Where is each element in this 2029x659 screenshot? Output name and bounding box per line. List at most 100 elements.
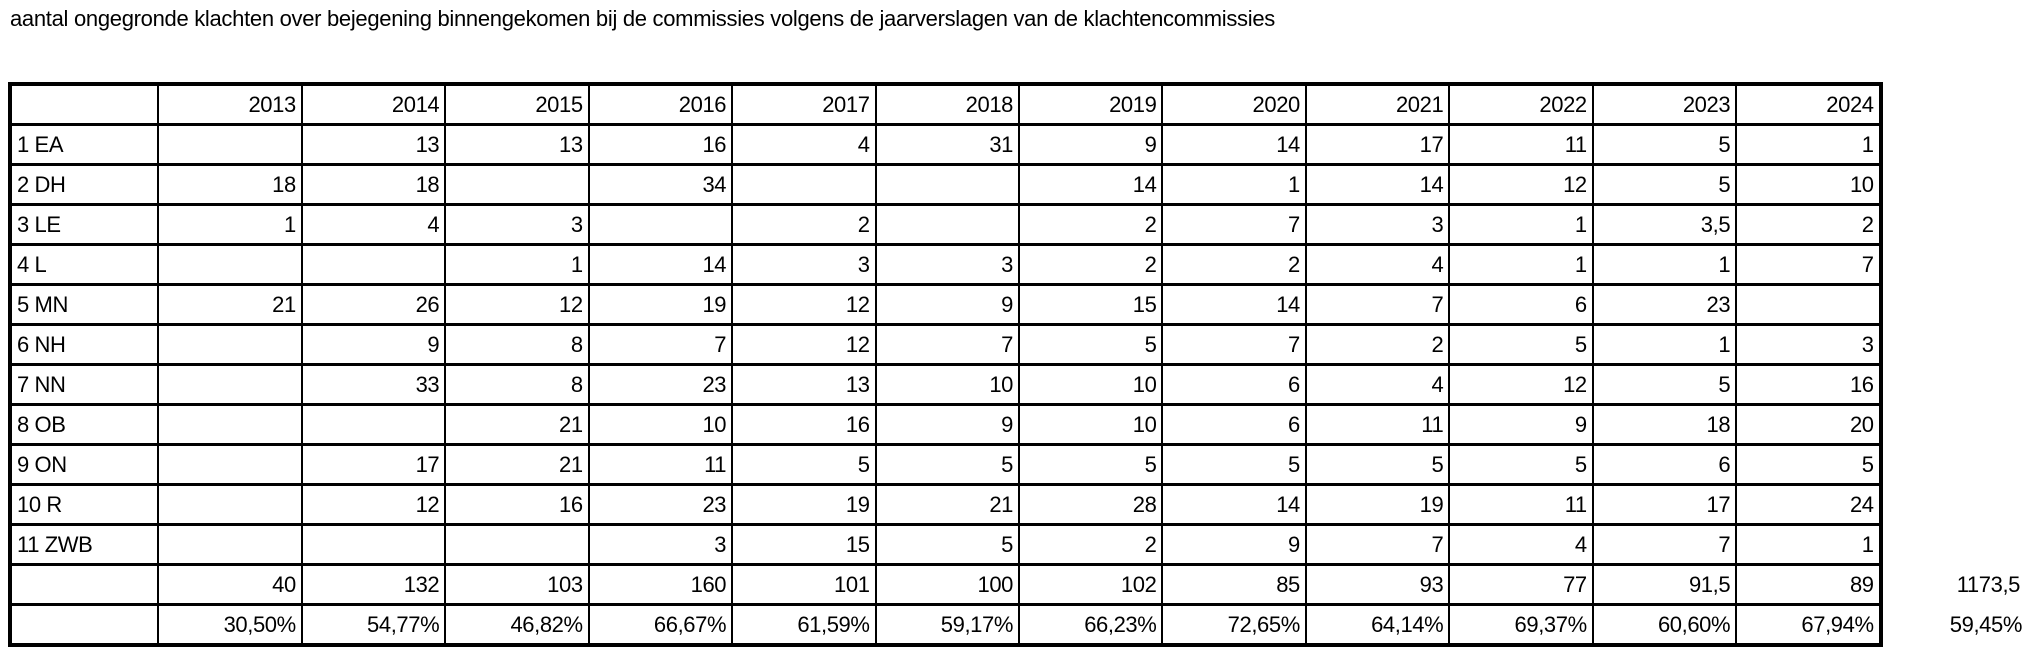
year-header-cell[interactable]: 2024	[1735, 82, 1883, 126]
total-cell[interactable]: 93	[1304, 563, 1451, 606]
data-cell[interactable]: 1	[1591, 323, 1738, 366]
data-cell[interactable]: 2	[731, 203, 877, 246]
data-cell[interactable]: 18	[300, 163, 447, 206]
data-cell[interactable]	[587, 203, 734, 246]
data-cell[interactable]: 23	[587, 363, 734, 406]
data-cell[interactable]: 20	[1735, 403, 1883, 446]
data-cell[interactable]: 11	[587, 443, 734, 486]
year-header-cell[interactable]: 2013	[157, 82, 303, 126]
data-cell[interactable]: 26	[300, 283, 447, 326]
data-cell[interactable]: 15	[731, 523, 877, 566]
data-cell[interactable]: 12	[731, 283, 877, 326]
data-cell[interactable]: 19	[587, 283, 734, 326]
row-label-cell[interactable]: 3 LE	[7, 203, 160, 246]
data-cell[interactable]	[157, 363, 303, 406]
data-cell[interactable]: 17	[1591, 483, 1738, 526]
year-header-cell[interactable]: 2023	[1591, 82, 1738, 126]
data-cell[interactable]: 7	[1591, 523, 1738, 566]
row-label-cell[interactable]: 8 OB	[7, 403, 160, 446]
data-cell[interactable]: 3	[587, 523, 734, 566]
data-cell[interactable]: 2	[1017, 243, 1164, 286]
data-cell[interactable]: 5	[1448, 443, 1594, 486]
data-cell[interactable]: 1	[1448, 243, 1594, 286]
data-cell[interactable]: 14	[1017, 163, 1164, 206]
data-cell[interactable]	[157, 483, 303, 526]
data-cell[interactable]: 5	[1161, 443, 1307, 486]
data-cell[interactable]: 1	[1448, 203, 1594, 246]
data-cell[interactable]: 19	[731, 483, 877, 526]
data-cell[interactable]: 4	[731, 123, 877, 166]
percent-cell[interactable]: 30,50%	[157, 603, 303, 647]
data-cell[interactable]: 24	[1735, 483, 1883, 526]
row-label-cell[interactable]: 9 ON	[7, 443, 160, 486]
data-cell[interactable]: 12	[1448, 163, 1594, 206]
data-cell[interactable]	[157, 443, 303, 486]
data-cell[interactable]: 18	[157, 163, 303, 206]
corner-cell[interactable]	[7, 82, 160, 126]
row-label-cell[interactable]: 7 NN	[7, 363, 160, 406]
percent-cell[interactable]: 72,65%	[1161, 603, 1307, 647]
data-cell[interactable]	[157, 403, 303, 446]
year-header-cell[interactable]: 2017	[731, 82, 877, 126]
total-cell[interactable]: 132	[300, 563, 447, 606]
data-cell[interactable]: 11	[1448, 123, 1594, 166]
data-cell[interactable]: 1	[1591, 243, 1738, 286]
data-cell[interactable]: 12	[444, 283, 590, 326]
data-cell[interactable]	[300, 243, 447, 286]
data-cell[interactable]: 1	[157, 203, 303, 246]
year-header-cell[interactable]: 2015	[444, 82, 590, 126]
data-cell[interactable]: 21	[444, 443, 590, 486]
data-cell[interactable]: 14	[587, 243, 734, 286]
data-cell[interactable]: 6	[1448, 283, 1594, 326]
total-cell[interactable]: 101	[731, 563, 877, 606]
data-cell[interactable]: 5	[1591, 363, 1738, 406]
data-cell[interactable]: 3	[1735, 323, 1883, 366]
data-cell[interactable]	[444, 523, 590, 566]
percent-cell[interactable]: 59,17%	[874, 603, 1021, 647]
percent-cell[interactable]: 46,82%	[444, 603, 590, 647]
row-label-cell[interactable]: 10 R	[7, 483, 160, 526]
percent-cell[interactable]: 61,59%	[731, 603, 877, 647]
year-header-cell[interactable]: 2019	[1017, 82, 1164, 126]
total-cell[interactable]: 89	[1735, 563, 1883, 606]
data-cell[interactable]: 21	[444, 403, 590, 446]
data-cell[interactable]: 16	[1735, 363, 1883, 406]
data-cell[interactable]: 9	[300, 323, 447, 366]
row-label-cell[interactable]: 1 EA	[7, 123, 160, 166]
total-cell[interactable]: 103	[444, 563, 590, 606]
data-cell[interactable]: 3	[444, 203, 590, 246]
total-cell[interactable]: 100	[874, 563, 1021, 606]
data-cell[interactable]: 1	[1161, 163, 1307, 206]
data-cell[interactable]: 11	[1304, 403, 1451, 446]
data-cell[interactable]: 14	[1304, 163, 1451, 206]
data-cell[interactable]: 9	[874, 403, 1021, 446]
year-header-cell[interactable]: 2022	[1448, 82, 1594, 126]
data-cell[interactable]: 1	[444, 243, 590, 286]
data-cell[interactable]: 5	[1304, 443, 1451, 486]
year-header-cell[interactable]: 2018	[874, 82, 1021, 126]
data-cell[interactable]: 2	[1017, 523, 1164, 566]
data-cell[interactable]: 10	[874, 363, 1021, 406]
totals-label-cell[interactable]	[7, 563, 160, 606]
data-cell[interactable]: 7	[1735, 243, 1883, 286]
data-cell[interactable]: 3,5	[1591, 203, 1738, 246]
data-cell[interactable]: 13	[444, 123, 590, 166]
data-cell[interactable]: 6	[1591, 443, 1738, 486]
row-label-cell[interactable]: 5 MN	[7, 283, 160, 326]
data-cell[interactable]: 10	[1735, 163, 1883, 206]
data-cell[interactable]	[300, 403, 447, 446]
data-cell[interactable]: 9	[1161, 523, 1307, 566]
data-cell[interactable]: 9	[1448, 403, 1594, 446]
data-cell[interactable]: 4	[300, 203, 447, 246]
data-cell[interactable]: 2	[1304, 323, 1451, 366]
data-cell[interactable]: 5	[731, 443, 877, 486]
year-header-cell[interactable]: 2021	[1304, 82, 1451, 126]
data-cell[interactable]	[157, 243, 303, 286]
data-cell[interactable]: 3	[731, 243, 877, 286]
data-cell[interactable]	[731, 163, 877, 206]
data-cell[interactable]	[874, 163, 1021, 206]
data-cell[interactable]: 7	[1304, 523, 1451, 566]
total-cell[interactable]: 102	[1017, 563, 1164, 606]
data-cell[interactable]: 6	[1161, 403, 1307, 446]
data-cell[interactable]: 6	[1161, 363, 1307, 406]
